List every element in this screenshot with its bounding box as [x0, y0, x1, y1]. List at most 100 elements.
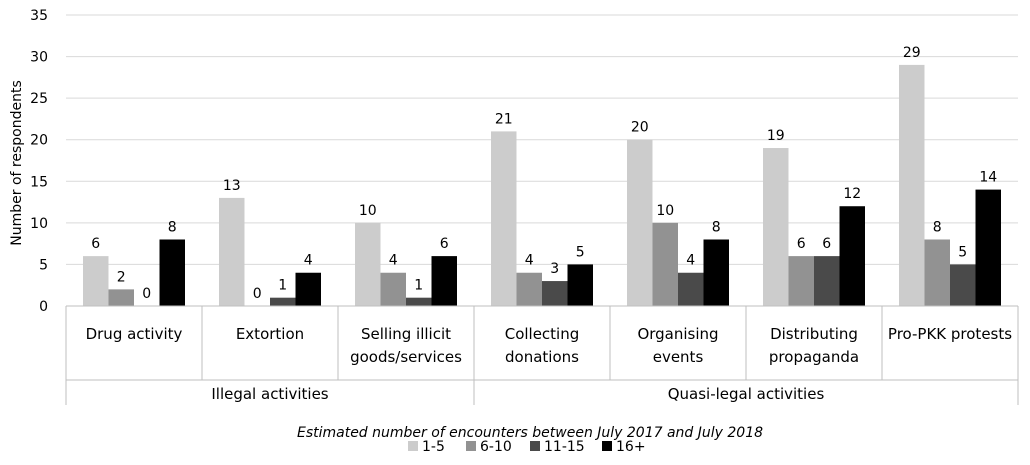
legend-label: 16+	[616, 439, 646, 455]
y-tick-label: 25	[30, 91, 48, 107]
y-tick-label: 35	[30, 8, 48, 24]
legend-label: 6-10	[480, 439, 512, 455]
y-tick-label: 30	[30, 50, 48, 66]
bar	[627, 139, 653, 306]
category-label: Pro-PKK protests	[888, 325, 1012, 343]
x-axis-title: Estimated number of encounters between J…	[297, 425, 763, 441]
data-label: 6	[91, 236, 100, 252]
data-label: 3	[550, 261, 559, 277]
bar	[788, 256, 814, 306]
data-label: 6	[797, 236, 806, 252]
group-labels: Illegal activities Quasi-legal activities	[211, 385, 824, 403]
data-label: 5	[958, 244, 967, 260]
bar	[270, 297, 296, 306]
bar	[652, 222, 678, 306]
data-label: 8	[712, 219, 721, 235]
category-label-line: goods/services	[350, 348, 462, 366]
category-label: Extortion	[236, 325, 304, 343]
data-label: 12	[843, 186, 861, 202]
legend-item: 6-10	[466, 439, 512, 455]
data-label: 4	[389, 253, 398, 269]
bar	[567, 264, 593, 306]
legend-item: 11-15	[530, 439, 585, 455]
category-label-line: Extortion	[236, 325, 304, 343]
data-label: 10	[359, 203, 377, 219]
category-label-line: Drug activity	[86, 325, 183, 343]
bars	[83, 64, 1001, 306]
legend-item: 1-5	[408, 439, 445, 455]
group-label: Quasi-legal activities	[668, 385, 825, 403]
data-label: 20	[631, 120, 649, 136]
y-tick-label: 15	[30, 174, 48, 190]
data-label: 1	[414, 278, 423, 294]
data-label: 4	[525, 253, 534, 269]
gridlines	[66, 14, 1018, 265]
category-label-line: Distributing	[770, 325, 858, 343]
y-axis-ticks: 0 5 10 15 20 25 30 35	[30, 8, 48, 315]
bar	[406, 297, 432, 306]
y-tick-label: 5	[39, 257, 48, 273]
data-label: 10	[656, 203, 674, 219]
bar	[763, 148, 789, 306]
legend-swatch	[408, 441, 418, 451]
category-label: Distributing propaganda	[769, 325, 859, 366]
bar	[703, 239, 729, 306]
category-label-line: events	[653, 348, 704, 366]
bar	[516, 272, 542, 306]
bar	[924, 239, 950, 306]
bar	[431, 256, 457, 306]
data-label: 21	[495, 111, 513, 127]
data-label: 13	[223, 178, 241, 194]
data-label: 8	[933, 219, 942, 235]
category-label-line: Selling illicit	[361, 325, 451, 343]
data-label: 4	[686, 253, 695, 269]
bar	[814, 256, 840, 306]
group-label: Illegal activities	[211, 385, 328, 403]
legend-item: 16+	[602, 439, 646, 455]
category-label: Organising events	[637, 325, 718, 366]
bar	[678, 272, 704, 306]
bar	[950, 264, 976, 306]
data-label: 29	[903, 45, 921, 61]
bar	[542, 281, 568, 306]
legend-label: 1-5	[422, 439, 445, 455]
data-label: 2	[117, 269, 126, 285]
bar	[839, 206, 865, 306]
data-label: 5	[576, 244, 585, 260]
y-tick-label: 20	[30, 133, 48, 149]
data-label: 6	[822, 236, 831, 252]
category-label-line: Pro-PKK protests	[888, 325, 1012, 343]
category-label: Collecting donations	[505, 325, 580, 366]
legend: 1-5 6-10 11-15 16+	[408, 439, 646, 455]
bar	[975, 189, 1001, 306]
data-label: 4	[304, 253, 313, 269]
data-label: 8	[168, 219, 177, 235]
legend-label: 11-15	[544, 439, 585, 455]
bar	[899, 64, 925, 306]
data-label: 19	[767, 128, 785, 144]
category-label-line: Collecting	[505, 325, 580, 343]
bar	[355, 222, 381, 306]
bar	[108, 289, 134, 306]
legend-swatch	[602, 441, 612, 451]
category-label-line: propaganda	[769, 348, 859, 366]
data-label: 0	[253, 286, 262, 302]
bar	[491, 131, 517, 306]
bar	[295, 272, 321, 306]
y-axis-title: Number of respondents	[9, 80, 25, 245]
category-label-line: Organising	[637, 325, 718, 343]
bar	[380, 272, 406, 306]
y-tick-label: 0	[39, 299, 48, 315]
data-label: 1	[278, 278, 287, 294]
category-labels: Drug activity Extortion Selling illicit goo…	[86, 325, 1013, 366]
data-label: 6	[440, 236, 449, 252]
legend-swatch	[466, 441, 476, 451]
category-label-line: donations	[505, 348, 579, 366]
x-axis	[65, 305, 1019, 405]
data-label: 0	[142, 286, 151, 302]
y-tick-label: 10	[30, 216, 48, 232]
data-label: 14	[979, 170, 997, 186]
category-label: Selling illicit goods/services	[350, 325, 462, 366]
